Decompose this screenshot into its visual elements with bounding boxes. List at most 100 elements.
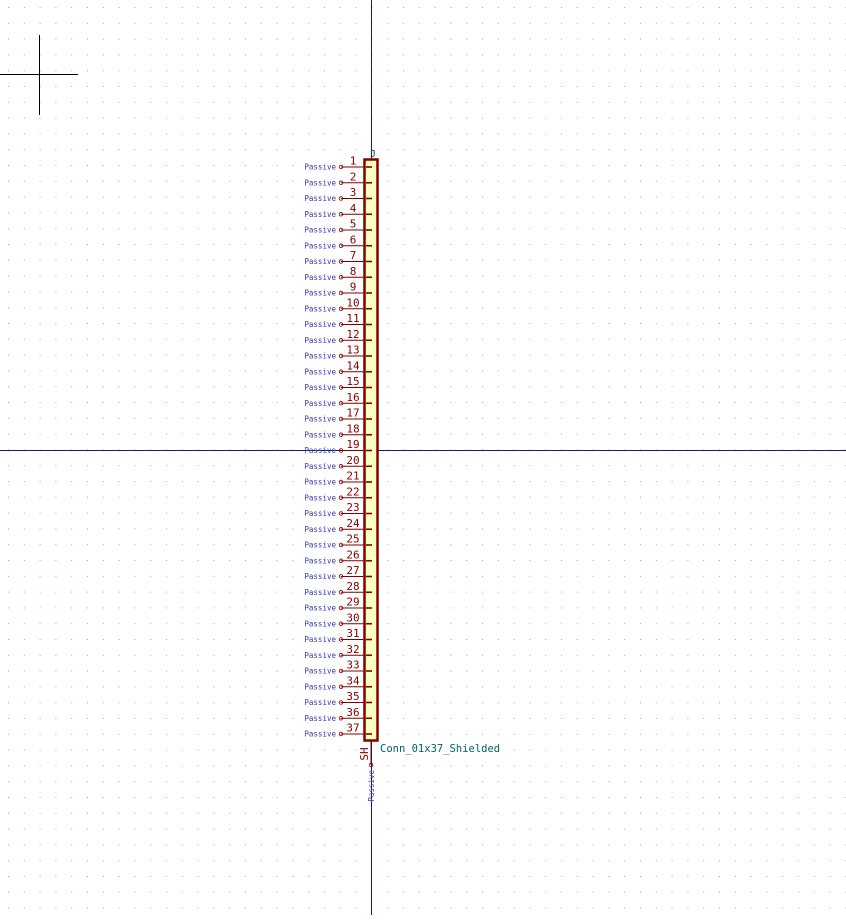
grid-dot	[813, 575, 815, 577]
pin-connection-point	[338, 653, 344, 658]
grid-dot	[71, 465, 73, 467]
grid-dot	[339, 22, 341, 24]
grid-dot	[118, 860, 120, 862]
grid-dot	[150, 828, 152, 830]
grid-dot	[213, 575, 215, 577]
grid-dot	[102, 244, 104, 245]
reference-designator[interactable]: J	[370, 149, 376, 160]
grid-dot	[71, 354, 73, 356]
grid-dot	[671, 496, 673, 498]
grid-dot	[766, 165, 768, 166]
grid-dot	[450, 275, 452, 277]
grid-dot	[719, 876, 720, 877]
grid-dot	[181, 38, 183, 40]
grid-dot	[55, 354, 57, 356]
grid-dot	[260, 338, 262, 340]
grid-dot	[245, 370, 246, 372]
connector-symbol[interactable]: 1Passive2Passive3Passive4Passive5Passive…	[304, 149, 500, 802]
grid-dot	[640, 718, 641, 719]
grid-dot	[355, 196, 357, 198]
grid-dot	[829, 512, 831, 514]
grid-dot	[71, 338, 73, 340]
grid-dot	[734, 812, 736, 814]
grid-dot	[260, 180, 262, 182]
grid-dot	[324, 860, 325, 862]
grid-dot	[434, 781, 436, 783]
grid-dot	[339, 481, 341, 482]
grid-dot	[403, 702, 404, 704]
grid-dot	[324, 639, 325, 640]
grid-dot	[545, 465, 547, 467]
grid-dot	[87, 781, 88, 783]
grid-dot	[719, 228, 720, 230]
grid-dot	[466, 7, 468, 8]
grid-dot	[355, 228, 357, 230]
grid-dot	[387, 528, 389, 530]
symbol-value-label[interactable]: Conn_01x37_Shielded	[380, 743, 500, 755]
grid-dot	[355, 812, 357, 814]
grid-dot	[624, 481, 626, 482]
grid-dot	[181, 686, 183, 688]
grid-dot	[8, 307, 9, 309]
pin-number: 15	[346, 375, 359, 388]
grid-dot	[640, 481, 641, 482]
grid-dot	[102, 196, 104, 198]
grid-dot	[403, 591, 404, 593]
grid-dot	[608, 291, 610, 293]
grid-dot	[545, 765, 547, 767]
grid-dot	[750, 133, 752, 135]
grid-dot	[434, 844, 436, 846]
grid-dot	[782, 386, 784, 388]
grid-dot	[687, 654, 689, 656]
pin-number: 11	[346, 312, 359, 325]
pin-electrical-type: Passive	[304, 336, 336, 345]
grid-dot	[482, 828, 483, 830]
grid-dot	[134, 149, 136, 151]
grid-dot	[545, 7, 547, 8]
pin-number: 6	[350, 233, 357, 246]
grid-dot	[482, 465, 483, 467]
grid-dot	[592, 338, 594, 340]
grid-dot	[434, 465, 436, 467]
